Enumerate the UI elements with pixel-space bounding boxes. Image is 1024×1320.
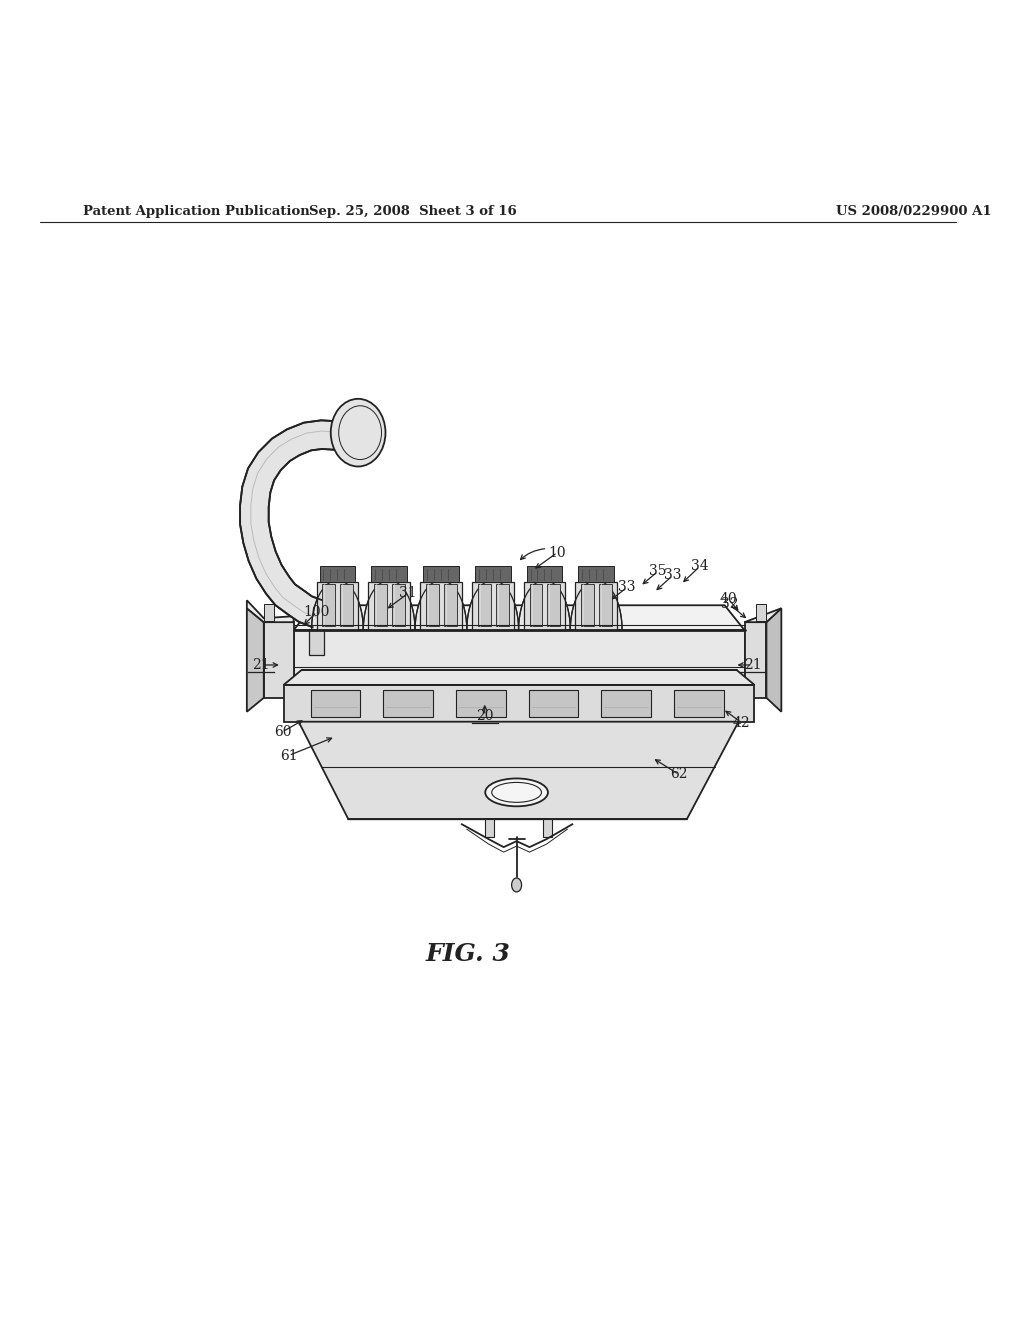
Polygon shape: [472, 582, 514, 630]
Polygon shape: [766, 609, 781, 711]
Text: Sep. 25, 2008  Sheet 3 of 16: Sep. 25, 2008 Sheet 3 of 16: [309, 205, 517, 218]
Ellipse shape: [331, 399, 385, 466]
Polygon shape: [294, 630, 744, 685]
Polygon shape: [523, 582, 565, 630]
Polygon shape: [744, 609, 781, 622]
Polygon shape: [496, 585, 509, 626]
Polygon shape: [264, 605, 273, 622]
Text: US 2008/0229900 A1: US 2008/0229900 A1: [836, 205, 991, 218]
Polygon shape: [674, 690, 724, 717]
Polygon shape: [526, 566, 562, 582]
Text: Patent Application Publication: Patent Application Publication: [83, 205, 309, 218]
Polygon shape: [548, 585, 560, 626]
Polygon shape: [478, 585, 490, 626]
Text: 61: 61: [280, 748, 297, 763]
Polygon shape: [544, 820, 552, 837]
Polygon shape: [601, 690, 651, 717]
Text: 34: 34: [691, 560, 709, 573]
Text: 62: 62: [670, 767, 687, 781]
Polygon shape: [319, 566, 355, 582]
Polygon shape: [444, 585, 457, 626]
Polygon shape: [426, 585, 439, 626]
Text: 10: 10: [549, 545, 566, 560]
Text: 60: 60: [274, 725, 292, 739]
Text: 35: 35: [649, 565, 667, 578]
Polygon shape: [308, 630, 325, 655]
Polygon shape: [744, 622, 766, 698]
Polygon shape: [392, 585, 406, 626]
Polygon shape: [340, 585, 353, 626]
Polygon shape: [420, 582, 462, 630]
Polygon shape: [423, 566, 459, 582]
Polygon shape: [475, 566, 511, 582]
Ellipse shape: [512, 878, 521, 892]
Text: 21: 21: [743, 657, 761, 672]
Polygon shape: [374, 585, 387, 626]
Polygon shape: [240, 420, 339, 627]
Text: 33: 33: [665, 569, 682, 582]
Polygon shape: [311, 581, 364, 630]
Text: 42: 42: [733, 715, 751, 730]
Polygon shape: [372, 566, 408, 582]
Polygon shape: [284, 671, 755, 685]
Polygon shape: [264, 622, 294, 698]
Polygon shape: [294, 606, 744, 630]
Polygon shape: [415, 581, 467, 630]
Polygon shape: [369, 582, 410, 630]
Text: 21: 21: [252, 657, 269, 672]
Text: 31: 31: [399, 586, 417, 601]
Polygon shape: [599, 585, 612, 626]
Polygon shape: [570, 581, 623, 630]
Polygon shape: [757, 605, 766, 622]
Text: 40: 40: [720, 593, 737, 606]
Polygon shape: [284, 685, 755, 722]
Polygon shape: [247, 609, 264, 711]
Polygon shape: [575, 582, 617, 630]
Polygon shape: [247, 601, 294, 622]
Text: 100: 100: [303, 606, 330, 619]
Text: FIG. 3: FIG. 3: [425, 941, 510, 966]
Polygon shape: [484, 820, 494, 837]
Polygon shape: [529, 585, 543, 626]
Polygon shape: [579, 566, 614, 582]
Polygon shape: [528, 690, 579, 717]
Polygon shape: [456, 690, 506, 717]
Polygon shape: [323, 585, 336, 626]
Text: 32: 32: [721, 597, 738, 611]
Polygon shape: [582, 585, 594, 626]
Text: 33: 33: [618, 581, 636, 594]
Ellipse shape: [485, 779, 548, 807]
Text: 20: 20: [476, 709, 494, 723]
Polygon shape: [310, 690, 360, 717]
Polygon shape: [383, 690, 433, 717]
Polygon shape: [364, 581, 415, 630]
Polygon shape: [316, 582, 358, 630]
Polygon shape: [467, 581, 518, 630]
Polygon shape: [518, 581, 570, 630]
Polygon shape: [299, 722, 738, 820]
